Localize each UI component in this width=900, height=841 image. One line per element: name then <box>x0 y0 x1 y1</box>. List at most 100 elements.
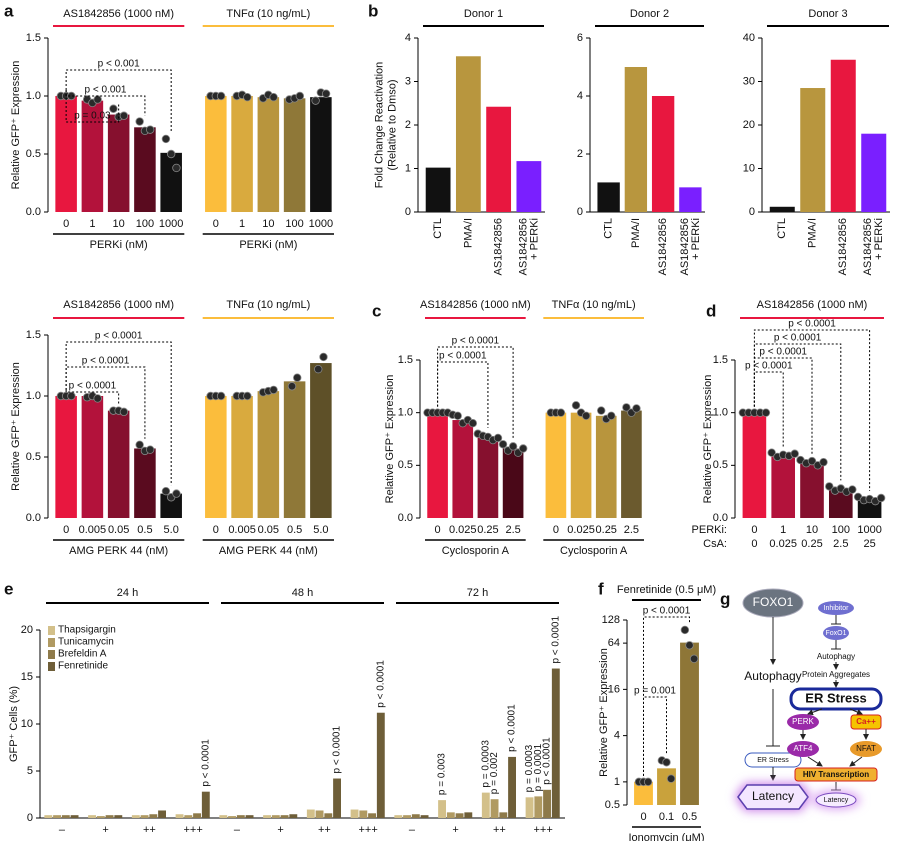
p-value-label: p < 0.0001 <box>550 616 561 664</box>
bar <box>140 815 149 818</box>
x-tick-label: 10 <box>113 218 125 230</box>
x-axis-label: Cyclosporin A <box>442 545 510 557</box>
bar <box>175 814 184 818</box>
y-tick-label: 16 <box>608 683 620 695</box>
bar <box>800 462 824 518</box>
bar <box>452 420 474 518</box>
bar <box>184 815 193 818</box>
comparison-bracket <box>437 346 514 439</box>
panel-label: f <box>598 579 604 598</box>
bar <box>289 814 298 818</box>
x-tick-label: 0.005 <box>79 524 107 536</box>
x-tick-label: – <box>234 824 241 836</box>
x-tick-label: +++ <box>358 824 377 836</box>
comparison-bracket <box>65 341 172 486</box>
node-label: FOXO1 <box>753 595 794 609</box>
x-tick-label: 0 <box>640 811 646 823</box>
data-point <box>145 125 155 134</box>
x-tick-label: AS1842856 <box>517 218 529 276</box>
y-tick-label: 4 <box>577 90 583 102</box>
data-point <box>622 403 631 412</box>
data-point <box>243 92 252 102</box>
y-tick-label: 128 <box>602 614 620 626</box>
node-label: PERK <box>792 717 814 726</box>
data-point <box>767 448 776 457</box>
p-value-label: p < 0.0001 <box>542 737 553 785</box>
y-tick-label: 0.5 <box>26 148 41 160</box>
bar <box>107 410 130 518</box>
data-point <box>119 407 129 417</box>
x-tick-label: CTL <box>776 218 788 239</box>
x-tick-label: 2.5 <box>505 524 520 536</box>
y-tick-label: 0 <box>405 206 411 218</box>
y-tick-label: 3 <box>405 75 411 87</box>
p-value-label: p = 0.0001 <box>533 743 544 791</box>
node-label: Protein Aggregates <box>802 670 870 679</box>
p-value-label: p = 0.0003 <box>524 744 535 792</box>
bar <box>263 815 271 818</box>
bar <box>283 381 306 518</box>
node-label: ER Stress <box>805 690 866 705</box>
bar <box>205 396 227 518</box>
bar <box>228 816 236 818</box>
bar <box>420 815 429 818</box>
x-tick-label: CTL <box>603 218 615 239</box>
bar <box>158 810 166 818</box>
bar <box>96 816 105 818</box>
y-tick-label: 64 <box>608 637 620 649</box>
comparison-label: p < 0.0001 <box>439 351 487 362</box>
legend-swatch <box>48 638 55 647</box>
comparison-label: p < 0.0001 <box>452 336 500 347</box>
y-tick-label: 1 <box>405 162 411 174</box>
y-tick-label: 0 <box>749 206 755 218</box>
row-label: PERKi: <box>692 524 727 536</box>
bar <box>324 813 333 818</box>
bar <box>657 768 676 805</box>
data-point <box>680 625 690 635</box>
data-point <box>119 111 129 120</box>
data-point <box>161 134 171 144</box>
x-tick-label: 0.025 <box>769 538 797 550</box>
data-point <box>216 91 226 101</box>
bar <box>245 815 254 818</box>
data-point <box>93 394 102 403</box>
y-tick-label: 0.0 <box>398 512 413 524</box>
comparison-bracket <box>643 616 690 776</box>
bar <box>61 815 70 818</box>
x-tick-label: 0.025 <box>567 524 595 536</box>
bar <box>502 448 524 518</box>
y-tick-label: 20 <box>743 119 755 131</box>
p-value-label: p = 0.002 <box>489 752 500 794</box>
y-tick-label: 6 <box>577 32 583 44</box>
x-tick-label: 5.0 <box>164 524 179 536</box>
data-point <box>161 486 171 496</box>
p-value-label: p = 0.003 <box>437 753 448 795</box>
bar <box>595 415 617 518</box>
comparison-label: p < 0.0001 <box>69 381 117 392</box>
group-label: TNFα (10 ng/mL) <box>552 299 636 311</box>
bar <box>376 712 385 818</box>
bar <box>231 96 253 212</box>
bar <box>490 799 499 818</box>
y-tick-label: 0.5 <box>26 451 41 463</box>
x-tick-label: 1000 <box>159 218 183 230</box>
bar <box>545 412 567 518</box>
bar <box>315 810 324 818</box>
bar <box>621 410 642 518</box>
node <box>818 601 854 615</box>
x-tick-label: 5.0 <box>313 524 328 536</box>
x-tick-label: + PERKi <box>873 218 885 260</box>
comparison-bracket <box>65 390 120 405</box>
comparison-label: p < 0.0001 <box>745 361 793 372</box>
x-tick-label: 1 <box>89 218 95 230</box>
x-tick-label: + PERKi <box>528 218 540 260</box>
comparison-label: p < 0.001 <box>85 85 127 96</box>
node <box>789 687 883 711</box>
y-axis-label: GFP⁺ Cells (%) <box>8 686 20 762</box>
bar <box>508 756 516 818</box>
bar <box>800 88 826 212</box>
data-point <box>498 440 508 449</box>
bar <box>403 815 411 818</box>
bar <box>481 792 490 818</box>
y-tick-label: 0.5 <box>605 799 620 811</box>
